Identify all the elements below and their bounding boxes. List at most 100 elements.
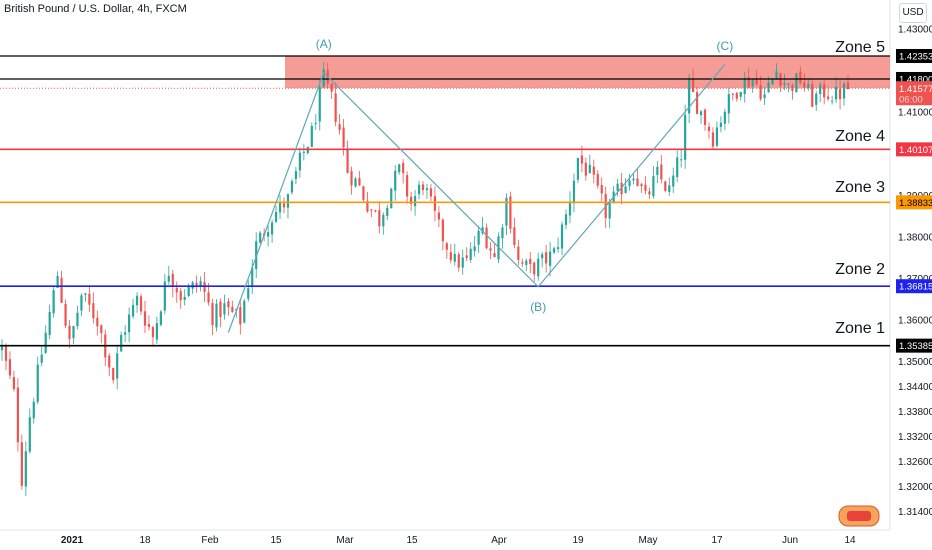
price-tag-bg	[896, 81, 932, 106]
candle-body	[580, 155, 583, 164]
currency-button[interactable]: USD	[899, 3, 927, 23]
candle-body	[711, 132, 715, 147]
candle-body	[453, 253, 456, 262]
candle-body	[493, 253, 496, 258]
candle-body	[803, 82, 806, 88]
candle-body	[441, 219, 444, 242]
candle-body	[481, 227, 484, 234]
candle-body	[390, 188, 393, 209]
candle-body	[139, 296, 143, 312]
candle-body	[568, 201, 572, 216]
candle-body	[517, 246, 520, 260]
candle-body	[525, 260, 528, 265]
candle-body	[270, 222, 274, 235]
candle-body	[346, 148, 349, 173]
candle-body	[564, 214, 568, 225]
x-tick-label: Mar	[336, 535, 354, 546]
y-tick-label: 1.38000	[898, 232, 932, 243]
candle-body	[842, 83, 846, 99]
y-tick-label: 1.32000	[898, 482, 932, 493]
candle-body	[267, 232, 270, 237]
candle-body	[116, 353, 119, 379]
candle-body	[334, 93, 337, 122]
candle-body	[259, 232, 262, 243]
candle-body	[624, 186, 627, 193]
candle-body	[243, 300, 246, 323]
candle-body	[807, 83, 810, 88]
candle-body	[549, 251, 552, 266]
candle-body	[775, 71, 778, 80]
candle-body	[823, 84, 826, 98]
candle-body	[811, 84, 814, 107]
candle-body	[588, 164, 591, 174]
candle-body	[183, 296, 186, 300]
candle-body	[688, 79, 691, 114]
candle-body	[310, 125, 313, 147]
candle-body	[159, 311, 162, 326]
x-tick-label: May	[639, 535, 658, 546]
price-tag-bg	[896, 48, 932, 63]
price-tag-label: 1.36815	[899, 282, 932, 293]
candle-body	[143, 311, 147, 326]
candle-body	[759, 85, 762, 100]
candle-body	[592, 166, 595, 175]
zone-label-zone-4: Zone 4	[835, 128, 885, 145]
candle-body	[338, 124, 341, 130]
candle-body	[819, 84, 822, 95]
candle-body	[382, 214, 385, 227]
candle-body	[719, 122, 723, 128]
candle-body	[64, 303, 67, 326]
candle-body	[342, 127, 345, 148]
candle-body	[834, 86, 838, 100]
price-tag: 1.38833	[896, 195, 932, 210]
candle-body	[298, 152, 301, 171]
candle-body	[664, 181, 667, 191]
candle-body	[20, 442, 23, 486]
candle-body	[374, 209, 377, 212]
zone-5-band	[285, 56, 890, 89]
y-tick-label: 1.32600	[898, 457, 932, 468]
x-tick-label: Feb	[201, 535, 219, 546]
candle-body	[108, 355, 111, 368]
candle-body	[652, 176, 655, 197]
zone-label-zone-2: Zone 2	[835, 261, 885, 278]
candle-body	[707, 126, 711, 132]
candle-body	[402, 162, 405, 174]
candle-body	[163, 281, 166, 311]
candle-body	[406, 175, 409, 197]
candle-body	[608, 203, 611, 219]
price-tag-bg	[896, 338, 932, 353]
candle-body	[827, 96, 830, 99]
candle-body	[628, 180, 631, 187]
candle-body	[815, 93, 818, 105]
candle-body	[56, 275, 59, 288]
candle-body	[576, 157, 580, 180]
candle-body	[171, 273, 174, 287]
candle-body	[457, 254, 460, 268]
y-tick-label: 1.31400	[898, 507, 932, 518]
candle-body	[92, 303, 95, 319]
candle-body	[767, 82, 770, 93]
candle-body	[131, 305, 135, 317]
y-tick-label: 1.33200	[898, 432, 932, 443]
candle-body	[545, 252, 548, 264]
candle-body	[88, 293, 91, 305]
price-tag-bg	[896, 195, 932, 210]
candle-body	[155, 323, 159, 340]
candle-body	[421, 184, 425, 191]
candle-body	[715, 127, 719, 146]
x-tick-label: 15	[270, 535, 282, 546]
zone-label-zone-3: Zone 3	[835, 179, 885, 196]
candle-body	[251, 267, 254, 287]
candle-body	[648, 191, 651, 195]
candle-body	[513, 227, 516, 245]
candle-body	[112, 367, 115, 381]
candle-body	[799, 71, 802, 84]
wave-path	[227, 64, 726, 333]
candle-body	[735, 92, 738, 99]
candle-body	[533, 262, 536, 275]
candle-body	[68, 325, 71, 339]
candle-body	[274, 212, 278, 222]
price-tag-bg	[896, 279, 932, 294]
